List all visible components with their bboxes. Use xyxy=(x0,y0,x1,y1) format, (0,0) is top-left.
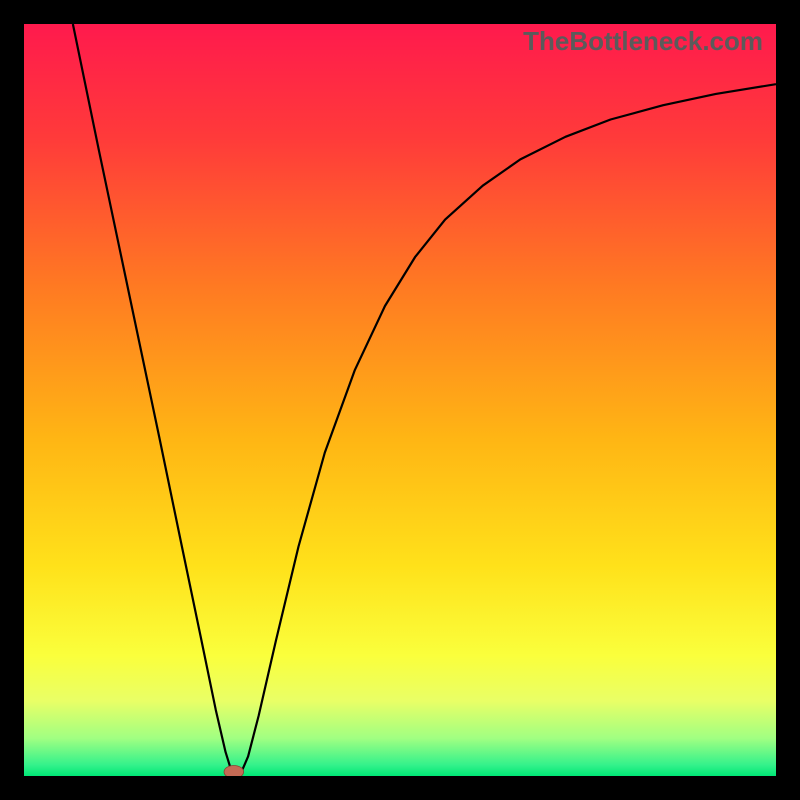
bottleneck-curve xyxy=(73,24,776,776)
chart-frame: TheBottleneck.com xyxy=(0,0,800,800)
curve-plot xyxy=(24,24,776,776)
watermark-text: TheBottleneck.com xyxy=(523,26,763,57)
min-marker xyxy=(224,765,244,776)
